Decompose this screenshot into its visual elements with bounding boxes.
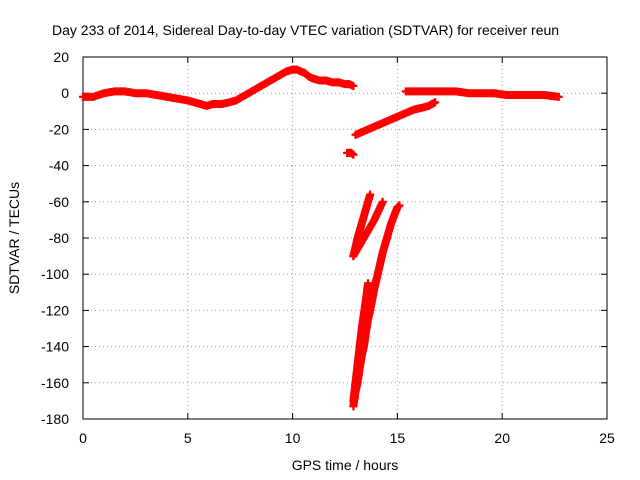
series-drop-arm-b — [349, 197, 387, 261]
series-deep-drop-branch — [349, 279, 373, 405]
data-point — [431, 98, 440, 107]
y-tick-label: -40 — [49, 158, 69, 174]
data-point — [349, 81, 358, 90]
plot-area-border — [82, 56, 608, 420]
x-tick-label: 10 — [285, 430, 301, 446]
series-main-trace — [79, 65, 358, 110]
data-point — [395, 201, 404, 210]
y-tick-label: -80 — [49, 230, 69, 246]
y-tick-label: -160 — [41, 375, 69, 391]
series-recovery-trace — [351, 98, 440, 139]
series-late-trace — [401, 87, 563, 101]
y-tick-label: -20 — [49, 121, 69, 137]
y-tick-label: 0 — [61, 85, 69, 101]
x-tick-label: 5 — [184, 430, 192, 446]
y-tick-label: 20 — [53, 49, 69, 65]
x-tick-label: 0 — [79, 430, 87, 446]
chart-title: Day 233 of 2014, Sidereal Day-to-day VTE… — [52, 22, 559, 38]
x-tick-label: 20 — [494, 430, 510, 446]
x-axis-label: GPS time / hours — [292, 457, 399, 473]
series-isolated-cluster — [343, 148, 358, 159]
axis-ticks — [82, 56, 608, 420]
gridlines — [83, 57, 607, 419]
data-point — [364, 279, 373, 288]
y-tick-label: -120 — [41, 302, 69, 318]
y-tick-label: -140 — [41, 339, 69, 355]
y-tick-label: -60 — [49, 194, 69, 210]
y-tick-label: -180 — [41, 411, 69, 427]
y-axis-label: SDTVAR / TECUs — [6, 182, 22, 294]
data-point — [349, 150, 358, 159]
data-points — [79, 65, 563, 411]
x-tick-label: 25 — [599, 430, 615, 446]
data-point — [366, 190, 375, 199]
y-tick-labels: 20 0 -20 -40 -60 -80 -100 -120 -140 -160 -180 — [41, 49, 69, 427]
x-tick-label: 15 — [390, 430, 406, 446]
data-point — [378, 197, 387, 206]
y-tick-label: -100 — [41, 266, 69, 282]
data-point — [554, 92, 563, 101]
x-tick-labels: 0 5 10 15 20 25 — [79, 430, 615, 446]
